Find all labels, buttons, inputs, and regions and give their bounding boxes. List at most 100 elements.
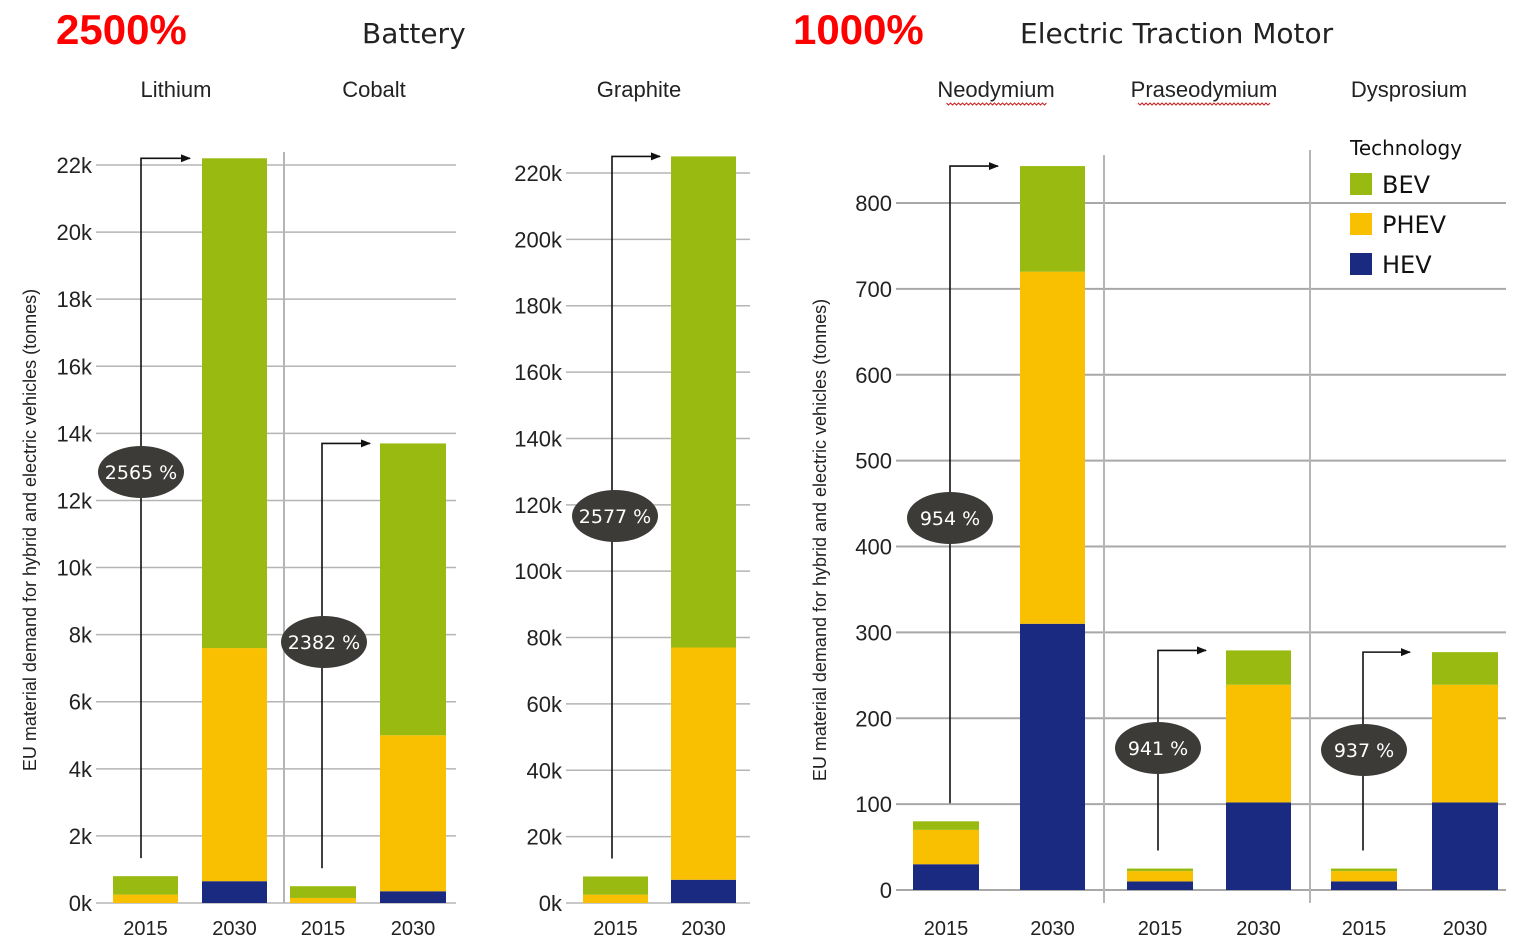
bar-dysprosium-2015-phev [1331, 871, 1397, 882]
bar-graphite-2030-bev [671, 156, 736, 648]
battery-title: Battery [362, 17, 466, 50]
bar-praseodymium-2030-bev [1226, 650, 1291, 685]
growth-badge-label-dysprosium: 937 % [1334, 740, 1394, 762]
bar-lithium-2015-phev [113, 894, 178, 903]
x-tick-label: 2015 [924, 918, 969, 939]
y-tick-label: 160k [514, 360, 563, 385]
material-label-graphite: Graphite [597, 77, 681, 102]
material-label-neodymium: Neodymium [937, 77, 1054, 102]
bar-neodymium-2015-hev [913, 864, 979, 890]
x-tick-label: 2030 [212, 918, 257, 939]
bar-lithium-2030-bev [202, 158, 267, 649]
x-tick-label: 2030 [681, 918, 726, 939]
y-tick-label: 14k [57, 421, 93, 446]
y-tick-label: 2k [69, 824, 93, 849]
y-tick-label: 60k [527, 692, 563, 717]
y-tick-label: 20k [57, 220, 93, 245]
growth-badge-praseodymium [1115, 722, 1201, 774]
bar-cobalt-2030-hev [380, 891, 446, 903]
legend-swatch-hev [1350, 253, 1372, 275]
y-tick-label: 600 [855, 363, 892, 388]
y-tick-label: 140k [514, 426, 563, 451]
y-tick-label: 220k [514, 161, 563, 186]
x-tick-label: 2030 [391, 918, 436, 939]
growth-badge-cobalt [281, 616, 367, 668]
bar-cobalt-2030-phev [380, 735, 446, 892]
x-tick-label: 2015 [1138, 918, 1183, 939]
bar-cobalt-2015-bev [290, 886, 356, 898]
bar-cobalt-2030-bev [380, 443, 446, 736]
growth-arrow-praseodymium [1157, 646, 1207, 851]
legend-label-phev: PHEV [1382, 211, 1447, 239]
material-label-dysprosium: Dysprosium [1351, 77, 1467, 102]
y-tick-label: 20k [527, 825, 563, 850]
battery-growth-headline: 2500% [56, 6, 187, 53]
y-tick-label: 0k [69, 891, 93, 916]
y-tick-label: 400 [855, 535, 892, 560]
y-tick-label: 100 [855, 792, 892, 817]
y-tick-label: 18k [57, 287, 93, 312]
legend-swatch-bev [1350, 173, 1372, 195]
bar-graphite-2015-bev [583, 876, 648, 895]
growth-badge-label-praseodymium: 941 % [1128, 738, 1188, 760]
legend-title: Technology [1349, 136, 1462, 160]
bar-neodymium-2030-hev [1020, 623, 1085, 890]
bar-graphite-2030-hev [671, 879, 736, 903]
bar-dysprosium-2030-hev [1432, 802, 1498, 890]
bar-graphite-2030-phev [671, 647, 736, 880]
x-tick-label: 2030 [1236, 918, 1281, 939]
bar-graphite-2015-phev [583, 894, 648, 903]
y-tick-label: 800 [855, 191, 892, 216]
y-tick-label: 200k [514, 227, 563, 252]
y-tick-label: 700 [855, 277, 892, 302]
growth-badge-neodymium [907, 492, 993, 544]
bar-neodymium-2015-bev [913, 821, 979, 830]
y-tick-label: 80k [527, 626, 563, 651]
bar-praseodymium-2015-phev [1127, 871, 1193, 882]
bar-praseodymium-2030-hev [1226, 802, 1291, 890]
growth-arrow-dysprosium [1362, 648, 1411, 851]
material-label-cobalt: Cobalt [342, 77, 406, 102]
growth-badge-label-cobalt: 2382 % [288, 632, 360, 654]
material-label-praseodymium: Praseodymium [1131, 77, 1278, 102]
spellcheck-underline [1137, 102, 1271, 106]
y-tick-label: 200 [855, 706, 892, 731]
bar-dysprosium-2030-phev [1432, 684, 1498, 803]
bar-neodymium-2030-bev [1020, 166, 1085, 272]
growth-arrow-cobalt [321, 439, 371, 869]
spellcheck-underline [946, 102, 1047, 106]
y-tick-label: 10k [57, 556, 93, 581]
y-tick-label: 40k [527, 758, 563, 783]
growth-badge-graphite [572, 490, 658, 542]
motor-y-axis-label: EU material demand for hybrid and electr… [810, 299, 830, 781]
bar-dysprosium-2030-bev [1432, 652, 1498, 685]
growth-badge-label-neodymium: 954 % [920, 508, 980, 530]
growth-badge-dysprosium [1321, 724, 1407, 776]
x-tick-label: 2015 [123, 918, 168, 939]
growth-badge-lithium [98, 446, 184, 498]
bar-cobalt-2015-phev [290, 897, 356, 903]
bar-dysprosium-2015-hev [1331, 881, 1397, 890]
battery-y-axis-label: EU material demand for hybrid and electr… [20, 289, 40, 771]
y-tick-label: 300 [855, 620, 892, 645]
charts-layer: 0k 2k 4k 6k 8k 10k 12k 14k 16k 18k 20k 22k Lithium 20… [57, 77, 1506, 939]
y-tick-label: 4k [69, 757, 93, 782]
x-tick-label: 2015 [593, 918, 638, 939]
y-tick-label: 0 [880, 878, 892, 903]
growth-badge-label-lithium: 2565 % [105, 462, 177, 484]
bar-neodymium-2030-phev [1020, 271, 1085, 624]
material-label-lithium: Lithium [141, 77, 212, 102]
y-tick-label: 16k [57, 354, 93, 379]
growth-arrow-neodymium [949, 162, 999, 804]
y-tick-label: 8k [69, 623, 93, 648]
motor-title: Electric Traction Motor [1020, 17, 1334, 50]
bar-praseodymium-2015-bev [1127, 868, 1193, 872]
bar-lithium-2030-hev [202, 881, 267, 903]
y-tick-label: 22k [57, 153, 93, 178]
y-tick-label: 180k [514, 294, 563, 319]
bar-praseodymium-2015-hev [1127, 881, 1193, 890]
x-tick-label: 2030 [1030, 918, 1075, 939]
legend: Technology BEV PHEV HEV [1349, 136, 1462, 279]
bar-praseodymium-2030-phev [1226, 684, 1291, 803]
y-tick-label: 6k [69, 690, 93, 715]
